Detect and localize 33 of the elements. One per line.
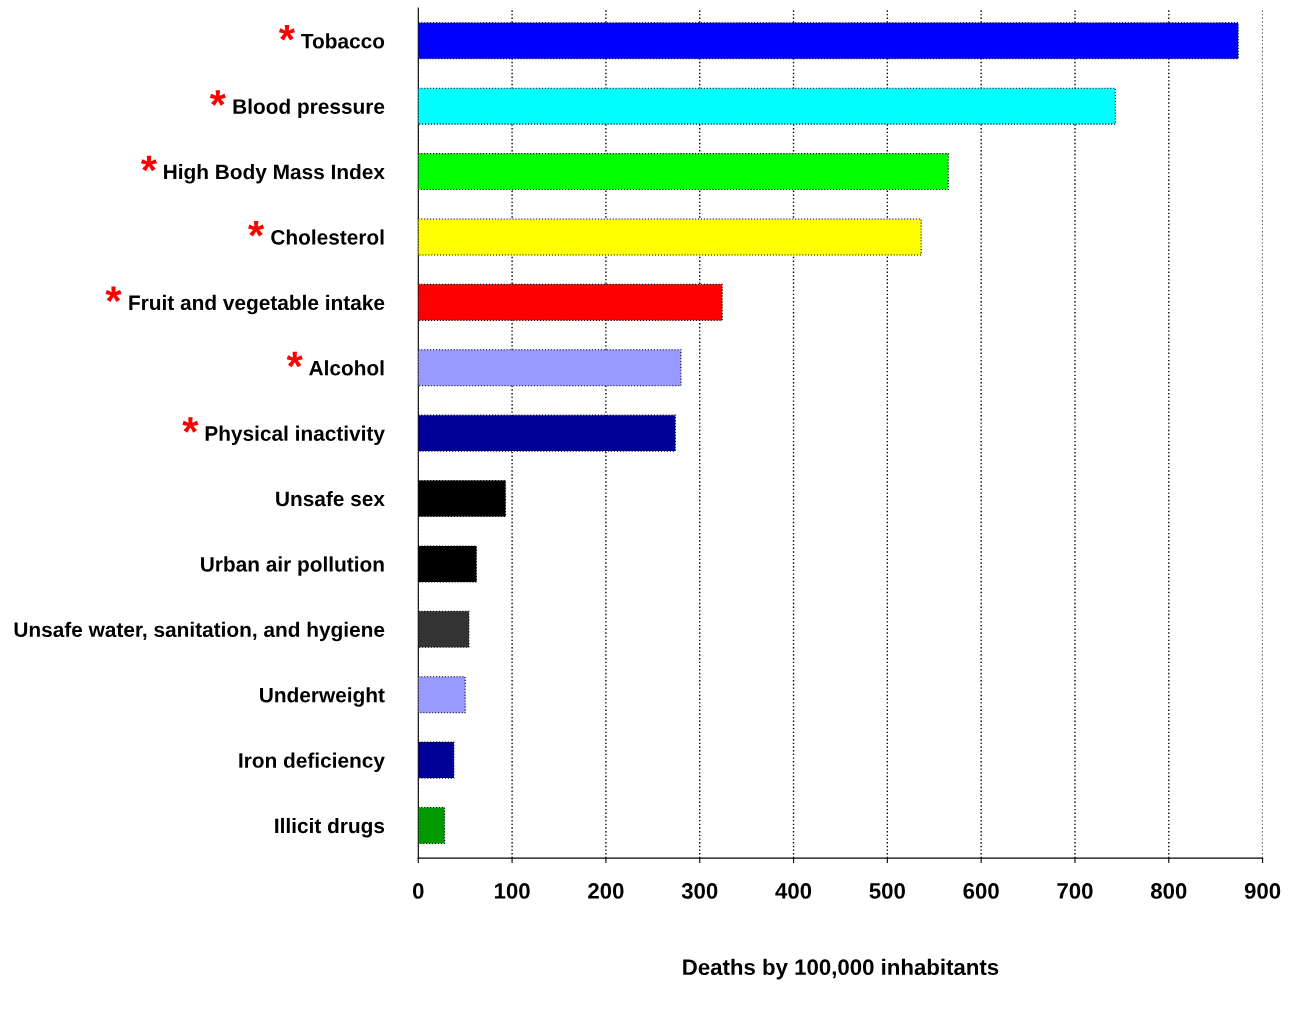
y-tick-label: Cholesterol [271, 229, 384, 245]
text: * [248, 221, 265, 237]
x-tick-label: 300 [681, 883, 718, 899]
text: * [182, 417, 199, 433]
x-tick-label: 100 [494, 883, 530, 899]
y-tick-label: Alcohol [309, 360, 384, 376]
y-tick-label: Tobacco [301, 33, 385, 49]
y-tick-label: Unsafe water, sanitation, and hygiene [14, 621, 385, 642]
text: * [278, 24, 295, 41]
y-tick-label: Physical inactivity [205, 425, 385, 446]
x-tick-label: 400 [775, 883, 812, 899]
y-tick-label: High Body Mass Index [164, 164, 385, 184]
text: * [286, 351, 303, 368]
bar [418, 479, 507, 518]
y-tick-label: Unsafe sex [276, 490, 385, 507]
x-tick-label: 800 [1150, 883, 1187, 899]
y-tick-label: Iron deficiency [239, 752, 385, 772]
x-tick-label: 500 [869, 883, 905, 899]
y-tick-label: Urban air pollution [201, 556, 384, 576]
x-axis-title: Deaths by 100,000 inhabitants [683, 958, 999, 980]
y-tick-label: Blood pressure [233, 98, 385, 119]
x-tick-label: 0 [412, 883, 424, 899]
x-tick-label: 700 [1057, 883, 1093, 899]
y-tick-label: Illicit drugs [275, 817, 385, 838]
text: * [105, 286, 122, 302]
y-tick-label: Fruit and vegetable intake [129, 294, 385, 315]
text: * [140, 155, 157, 172]
x-tick-label: 600 [963, 883, 999, 899]
bar [418, 676, 466, 714]
x-tick-label: 200 [588, 883, 624, 899]
y-tick-label: Underweight [260, 687, 385, 707]
x-tick-label: 900 [1244, 883, 1281, 899]
text: * [209, 90, 226, 106]
